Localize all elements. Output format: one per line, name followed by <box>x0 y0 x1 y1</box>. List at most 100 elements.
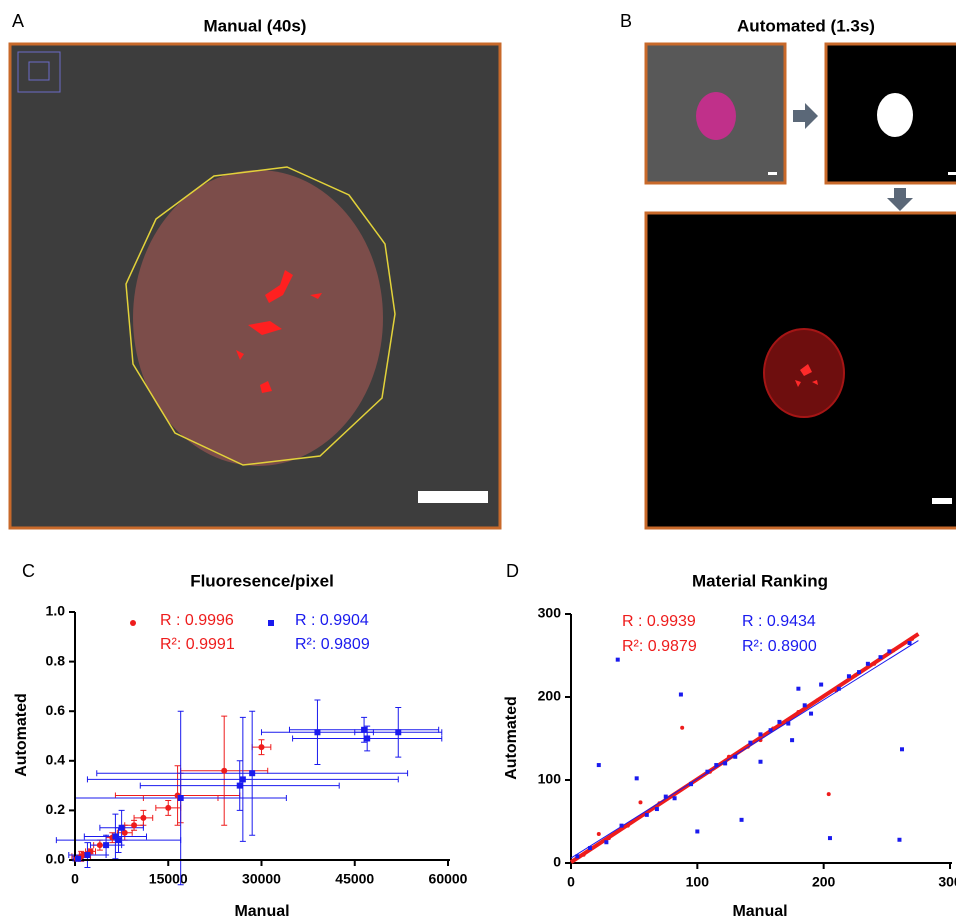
chart: D Material Ranking Manual Automated 0 100 200 3… <box>503 561 956 920</box>
arrow <box>793 103 818 129</box>
chart-title: Fluoresence/pixel <box>190 571 334 590</box>
point <box>680 725 685 730</box>
x-tick-label: 30000 <box>242 871 281 887</box>
point <box>809 711 814 716</box>
annotation: R²: 0.9991 <box>160 636 235 653</box>
point <box>819 682 824 687</box>
point <box>75 855 82 862</box>
panel-title: Automated (1.3s) <box>737 16 875 35</box>
point <box>249 770 256 777</box>
point <box>748 740 753 745</box>
panel-b: B Automated (1.3s) <box>620 11 956 530</box>
x-tick-label: 200 <box>812 874 836 890</box>
inset-box <box>28 61 50 81</box>
panel-label: D <box>506 561 519 581</box>
axes <box>570 614 952 864</box>
point <box>604 840 609 845</box>
chart: C Fluoresence/pixel Manual Automated 0 15000 3… <box>13 561 467 920</box>
fluorescence <box>795 364 818 387</box>
point <box>364 735 371 742</box>
point <box>103 842 110 849</box>
y-tick-label: 1.0 <box>46 603 66 619</box>
y-tick-label: 100 <box>538 771 562 787</box>
x-axis-label: Manual <box>732 903 787 920</box>
point <box>654 807 659 812</box>
manual-outline <box>125 166 396 466</box>
legend-marker <box>130 620 136 626</box>
scale-bar <box>418 491 488 503</box>
panel-a: A Manual (40s) <box>8 11 502 530</box>
point <box>907 641 912 646</box>
point <box>165 804 172 811</box>
point <box>596 763 601 768</box>
point <box>575 854 580 859</box>
point <box>689 782 694 787</box>
point <box>878 655 883 660</box>
x-tick-label: 100 <box>686 874 710 890</box>
point <box>121 829 128 836</box>
annotation: R : 0.9904 <box>295 612 369 629</box>
fit-line <box>570 640 919 859</box>
scale-bar <box>768 172 777 175</box>
droplet <box>133 170 383 466</box>
point <box>678 692 683 697</box>
point <box>361 726 368 733</box>
mask-region <box>877 93 913 137</box>
fluorescence <box>236 270 322 393</box>
panel-label: A <box>12 11 24 31</box>
fit-line <box>569 632 920 864</box>
point <box>723 761 728 766</box>
point <box>897 837 902 842</box>
point <box>239 776 246 783</box>
y-tick-label: 0.2 <box>46 801 66 817</box>
legend-marker <box>268 620 274 626</box>
point <box>857 670 862 675</box>
detected-region <box>696 92 736 140</box>
x-tick-label: 60000 <box>429 871 468 887</box>
y-tick-label: 0.0 <box>46 851 66 867</box>
point <box>672 796 677 801</box>
point <box>714 763 719 768</box>
y-tick-label: 0.8 <box>46 652 66 668</box>
point <box>140 814 147 821</box>
point <box>634 776 639 781</box>
point <box>826 792 831 797</box>
point <box>777 719 782 724</box>
point <box>395 729 402 736</box>
point <box>796 686 801 691</box>
point <box>615 657 620 662</box>
scale-bar <box>948 172 956 175</box>
scale-bar <box>932 498 952 504</box>
axes <box>74 612 450 861</box>
x-axis-label: Manual <box>234 903 289 920</box>
chart-title: Material Ranking <box>692 571 828 590</box>
point <box>802 703 807 708</box>
point <box>663 794 668 799</box>
panel-title: Manual (40s) <box>204 16 307 35</box>
annotation: R²: 0.9879 <box>622 638 697 655</box>
point <box>644 812 649 817</box>
annotation: R²: 0.8900 <box>742 638 817 655</box>
x-tick-label: 0 <box>567 874 575 890</box>
point <box>131 822 138 829</box>
point <box>177 795 184 801</box>
panel-label: C <box>22 561 35 581</box>
inset-box <box>17 51 61 93</box>
point <box>836 686 841 691</box>
y-tick-label: 0.6 <box>46 702 66 718</box>
y-tick-label: 0.4 <box>46 752 66 768</box>
point <box>695 829 700 834</box>
annotation: R : 0.9434 <box>742 613 816 630</box>
y-axis-label: Automated <box>13 693 30 777</box>
x-tick-label: 15000 <box>149 871 188 887</box>
annotation: R : 0.9996 <box>160 612 234 629</box>
point <box>827 836 832 841</box>
point <box>887 649 892 654</box>
point <box>846 674 851 679</box>
point <box>758 759 763 764</box>
point <box>733 754 738 759</box>
point <box>221 767 228 774</box>
point <box>790 738 795 743</box>
y-tick-label: 0 <box>553 854 561 870</box>
